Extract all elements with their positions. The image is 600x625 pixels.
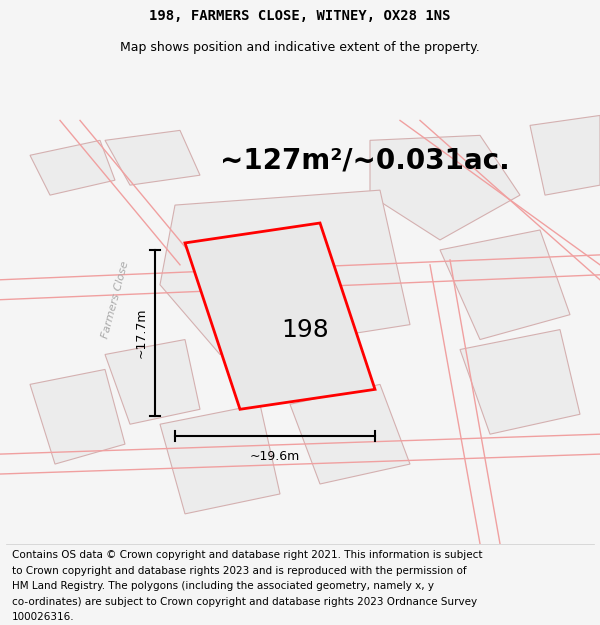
Text: 198, FARMERS CLOSE, WITNEY, OX28 1NS: 198, FARMERS CLOSE, WITNEY, OX28 1NS: [149, 9, 451, 23]
Polygon shape: [30, 141, 115, 195]
Polygon shape: [160, 190, 410, 354]
Polygon shape: [105, 131, 200, 185]
Text: 100026316.: 100026316.: [12, 612, 74, 622]
Polygon shape: [460, 329, 580, 434]
Text: co-ordinates) are subject to Crown copyright and database rights 2023 Ordnance S: co-ordinates) are subject to Crown copyr…: [12, 596, 477, 606]
Text: to Crown copyright and database rights 2023 and is reproduced with the permissio: to Crown copyright and database rights 2…: [12, 566, 467, 576]
Text: Farmers Close: Farmers Close: [100, 260, 130, 339]
Polygon shape: [30, 369, 125, 464]
Polygon shape: [530, 116, 600, 195]
Text: Map shows position and indicative extent of the property.: Map shows position and indicative extent…: [120, 41, 480, 54]
Polygon shape: [290, 384, 410, 484]
Text: ~19.6m: ~19.6m: [250, 450, 300, 463]
Polygon shape: [370, 136, 520, 240]
Polygon shape: [160, 404, 280, 514]
Text: HM Land Registry. The polygons (including the associated geometry, namely x, y: HM Land Registry. The polygons (includin…: [12, 581, 434, 591]
Text: Contains OS data © Crown copyright and database right 2021. This information is : Contains OS data © Crown copyright and d…: [12, 550, 482, 560]
Polygon shape: [440, 230, 570, 339]
Text: 198: 198: [281, 318, 329, 342]
Polygon shape: [105, 339, 200, 424]
Text: ~127m²/~0.031ac.: ~127m²/~0.031ac.: [220, 146, 510, 174]
Text: ~17.7m: ~17.7m: [134, 308, 148, 358]
Polygon shape: [185, 223, 375, 409]
